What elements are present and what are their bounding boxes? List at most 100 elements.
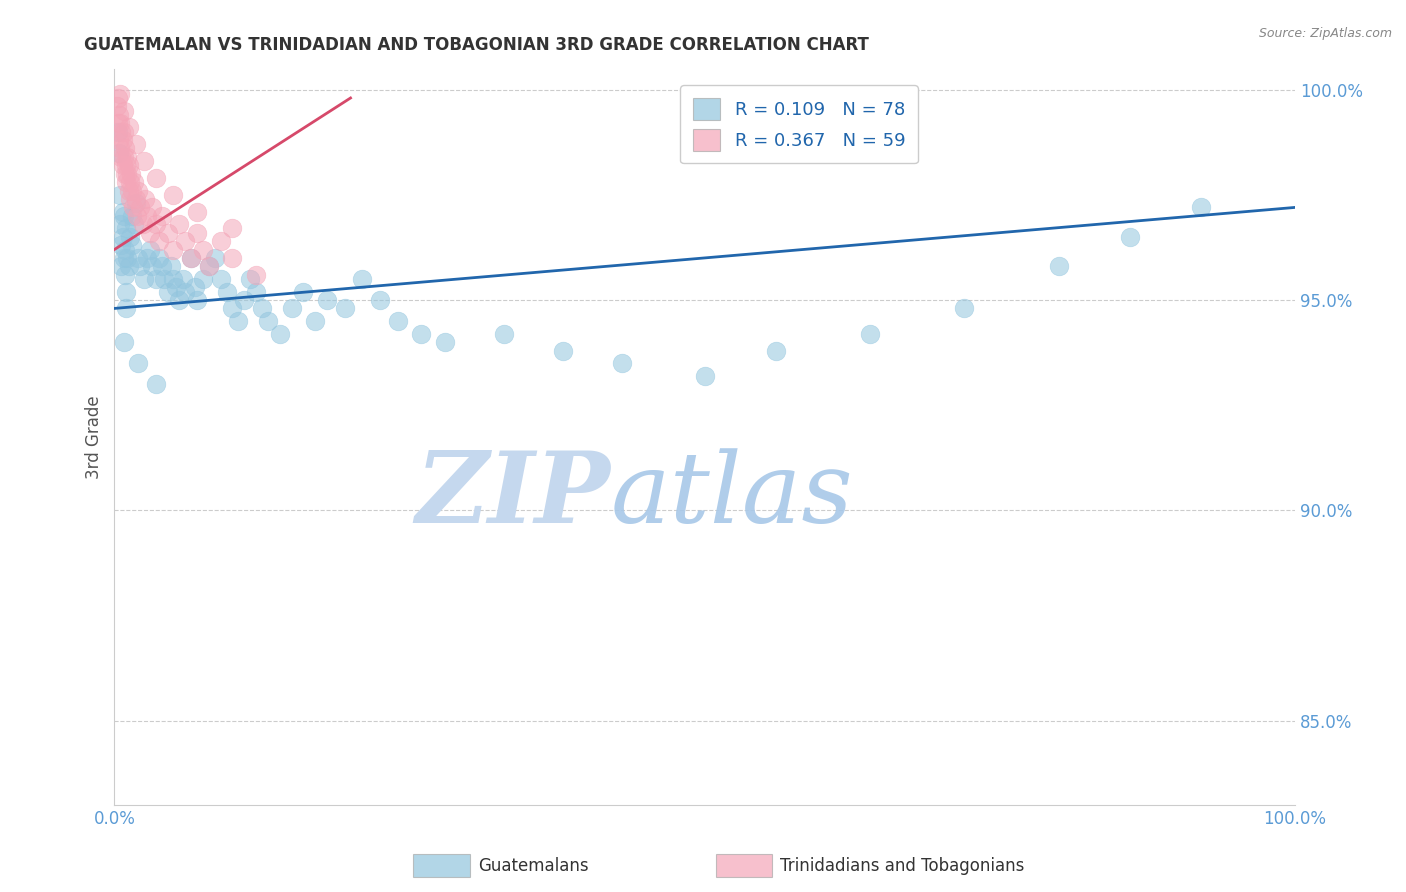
Point [112,335,135,350]
Point [110,125,132,139]
Point [250,301,273,316]
Point [110,141,132,155]
Point [111,158,134,172]
Point [148,234,170,248]
Point [108,108,131,122]
Point [280,301,302,316]
Text: atlas: atlas [610,448,853,543]
Point [186,204,208,219]
Point [492,326,515,341]
Point [124,175,146,189]
Point [239,272,262,286]
Point [127,251,149,265]
Point [433,335,456,350]
Point [162,243,184,257]
Point [115,175,138,189]
Point [145,377,167,392]
Point [1119,230,1142,244]
Point [209,234,232,248]
Point [145,217,167,231]
Point [121,184,143,198]
Point [117,150,139,164]
Point [112,150,135,164]
Point [180,251,202,265]
Point [150,209,173,223]
Point [124,192,146,206]
Point [108,145,131,160]
Point [121,238,143,252]
Point [110,238,132,252]
Point [115,158,138,172]
Point [110,87,132,101]
Point [110,187,132,202]
Point [953,301,976,316]
Point [124,137,146,152]
Point [118,175,141,189]
Point [150,260,173,274]
Point [145,272,167,286]
Point [204,251,226,265]
Point [107,125,129,139]
Point [107,116,129,130]
Point [117,167,139,181]
Point [245,268,267,282]
Point [112,103,135,118]
Point [139,226,162,240]
Point [180,251,202,265]
Point [127,356,149,370]
Point [115,221,138,235]
Point [114,243,136,257]
Point [110,150,132,164]
Point [215,285,238,299]
Point [352,272,374,286]
Point [165,280,187,294]
Point [160,260,183,274]
Point [221,221,243,235]
Point [1189,201,1212,215]
Point [610,356,633,370]
Point [107,91,129,105]
Point [174,234,197,248]
Point [183,280,205,294]
Point [117,120,139,135]
Point [191,272,214,286]
Legend: R = 0.109   N = 78, R = 0.367   N = 59: R = 0.109 N = 78, R = 0.367 N = 59 [681,85,918,163]
Point [186,293,208,307]
Point [162,272,184,286]
Point [112,125,135,139]
Point [333,301,356,316]
Point [1047,260,1070,274]
Point [162,187,184,202]
Point [221,301,243,316]
Point [387,314,409,328]
Point [112,251,135,265]
Point [124,217,146,231]
Point [228,314,250,328]
Point [156,226,179,240]
Point [221,251,243,265]
Text: GUATEMALAN VS TRINIDADIAN AND TOBAGONIAN 3RD GRADE CORRELATION CHART: GUATEMALAN VS TRINIDADIAN AND TOBAGONIAN… [84,36,869,54]
Point [117,158,139,172]
Point [198,260,221,274]
Point [134,192,156,206]
Point [233,293,256,307]
Point [110,260,132,274]
Point [114,141,136,155]
Point [145,170,167,185]
Point [139,243,162,257]
Point [132,217,155,231]
Point [186,226,208,240]
Point [120,167,142,181]
Point [114,268,136,282]
Point [112,209,135,223]
Point [111,230,134,244]
Point [111,204,134,219]
Point [316,293,339,307]
Point [411,326,433,341]
Point [118,230,141,244]
Point [191,243,214,257]
Point [124,196,146,211]
Point [127,184,149,198]
Point [136,209,159,223]
Point [269,326,291,341]
